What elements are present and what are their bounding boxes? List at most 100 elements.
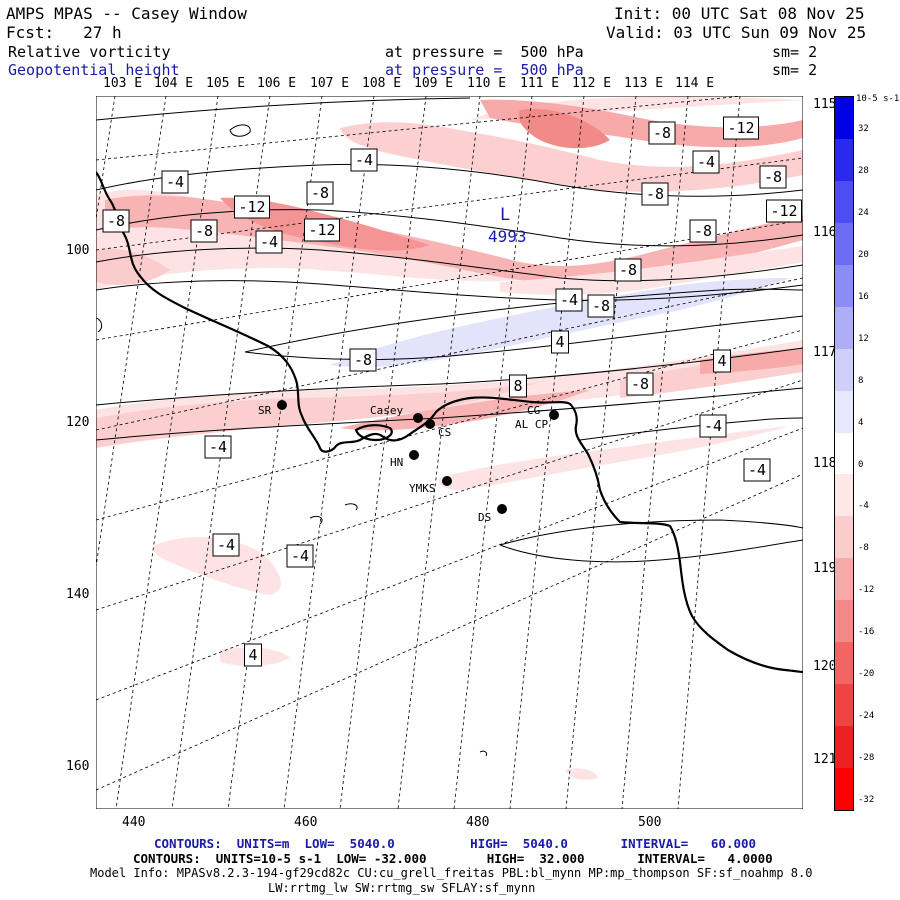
svg-text:-8: -8 (619, 261, 637, 279)
colorbar-tick-label: 24 (858, 207, 869, 218)
footer-model-info: Model Info: MPASv8.2.3-194-gf29cd82c CU:… (90, 866, 813, 880)
colorbar-swatch (835, 348, 853, 391)
contour-label: -4 (161, 170, 189, 194)
contour-label: -4 (555, 288, 583, 312)
contour-label: -8 (626, 372, 654, 396)
colorbar-swatch (835, 222, 853, 265)
contour-label: -8 (306, 181, 334, 205)
top-lon-label: 110 E (467, 76, 507, 91)
meridian-line (621, 96, 689, 809)
colorbar-tick-label: 20 (858, 249, 869, 260)
colorbar-swatch (835, 97, 853, 139)
svg-text:-12: -12 (727, 119, 754, 137)
x-label-460: 460 (294, 815, 318, 830)
meridian-line (96, 96, 116, 222)
colorbar-tick-label: -12 (858, 585, 875, 596)
contour-label: -8 (614, 258, 642, 282)
colorbar-swatch (835, 474, 853, 517)
svg-text:-4: -4 (355, 151, 373, 169)
colorbar-swatch (835, 516, 853, 559)
svg-text:-8: -8 (354, 351, 372, 369)
contour-label: -8 (587, 294, 615, 318)
svg-text:-8: -8 (694, 222, 712, 240)
contour-label: 8 (509, 374, 527, 398)
x-label-500: 500 (638, 815, 662, 830)
forecast-hour: Fcst: 27 h (6, 23, 122, 42)
colorbar-tick-label: 16 (858, 291, 869, 302)
parallel-line (96, 379, 803, 611)
station-labels: SR Casey CS AL CP HN YMKS DS CG (258, 404, 548, 524)
svg-text:-8: -8 (592, 297, 610, 315)
parallel-line (96, 427, 803, 701)
station-cs: CS (438, 426, 451, 439)
svg-text:-12: -12 (238, 198, 265, 216)
footer-model-info-2: LW:rrtmg_lw SW:rrtmg_sw SFLAY:sf_mynn (268, 881, 536, 895)
contour-label: -4 (212, 533, 240, 557)
svg-text:-8: -8 (764, 168, 782, 186)
svg-text:8: 8 (513, 377, 522, 395)
contour-label: -4 (286, 544, 314, 568)
top-lon-label: 111 E (520, 76, 560, 91)
contour-label: -8 (349, 348, 377, 372)
top-lon-label: 108 E (362, 76, 402, 91)
contour-label: -12 (766, 199, 802, 223)
colorbar-tick-label: -16 (858, 627, 875, 638)
contour-label: -8 (689, 219, 717, 243)
svg-text:-12: -12 (308, 221, 335, 239)
field2-level: at pressure = 500 hPa (385, 61, 584, 79)
colorbar-swatch (835, 642, 853, 685)
contour-label: -12 (304, 218, 340, 242)
station-cg: CG (527, 404, 540, 417)
svg-text:-8: -8 (653, 124, 671, 142)
parallel-line (96, 96, 747, 161)
colorbar (834, 96, 854, 811)
low-value: 4993 (488, 227, 527, 246)
footer-height-contours: CONTOURS: UNITS=m LOW= 5040.0 HIGH= 5040… (154, 836, 757, 851)
svg-text:-12: -12 (770, 202, 797, 220)
top-lon-label: 104 E (154, 76, 194, 91)
colorbar-units: 10-5 s-1 (856, 94, 900, 104)
station-casey: Casey (370, 404, 403, 417)
field1-name: Relative vorticity (8, 43, 171, 61)
station-ymks: YMKS (409, 482, 436, 495)
top-lon-label: 109 E (414, 76, 454, 91)
svg-text:-8: -8 (195, 222, 213, 240)
low-pressure-center: L 4993 (488, 205, 527, 246)
lat-lon-grid (96, 96, 803, 809)
top-lon-label: 113 E (624, 76, 664, 91)
colorbar-tick-label: 12 (858, 333, 869, 344)
contour-label: 4 (551, 330, 569, 354)
svg-text:-4: -4 (166, 173, 184, 191)
x-label-480: 480 (466, 815, 490, 830)
colorbar-tick-label: -4 (858, 501, 869, 512)
colorbar-tick-label: -8 (858, 543, 869, 554)
top-lon-label: 107 E (310, 76, 350, 91)
svg-text:-8: -8 (631, 375, 649, 393)
colorbar-tick-label: 4 (858, 417, 864, 428)
colorbar-swatch (835, 684, 853, 727)
y-label-140: 140 (66, 587, 90, 602)
field2-smoothing: sm= 2 (772, 61, 818, 79)
contour-label: -8 (759, 165, 787, 189)
svg-text:-4: -4 (217, 536, 235, 554)
top-lon-label: 106 E (257, 76, 297, 91)
colorbar-swatch (835, 264, 853, 307)
station-ds: DS (478, 511, 491, 524)
coastline (96, 171, 803, 674)
map-plot[interactable]: SR Casey CS AL CP HN YMKS DS CG L 4993 -… (96, 96, 803, 809)
svg-text:4: 4 (248, 646, 257, 664)
parallel-line (96, 157, 803, 251)
svg-text:-4: -4 (560, 291, 578, 309)
colorbar-tick-label: 32 (858, 123, 869, 134)
colorbar-tick-label: 28 (858, 165, 869, 176)
station-markers (277, 400, 559, 514)
svg-text:-4: -4 (209, 438, 227, 456)
top-lon-label: 114 E (675, 76, 715, 91)
contour-label: -4 (699, 414, 727, 438)
colorbar-swatch (835, 306, 853, 349)
station-al-cp: AL CP (515, 418, 548, 431)
y-label-120: 120 (66, 415, 90, 430)
svg-text:-4: -4 (748, 461, 766, 479)
colorbar-swatch (835, 726, 853, 769)
field2-name: Geopotential height (8, 61, 180, 79)
